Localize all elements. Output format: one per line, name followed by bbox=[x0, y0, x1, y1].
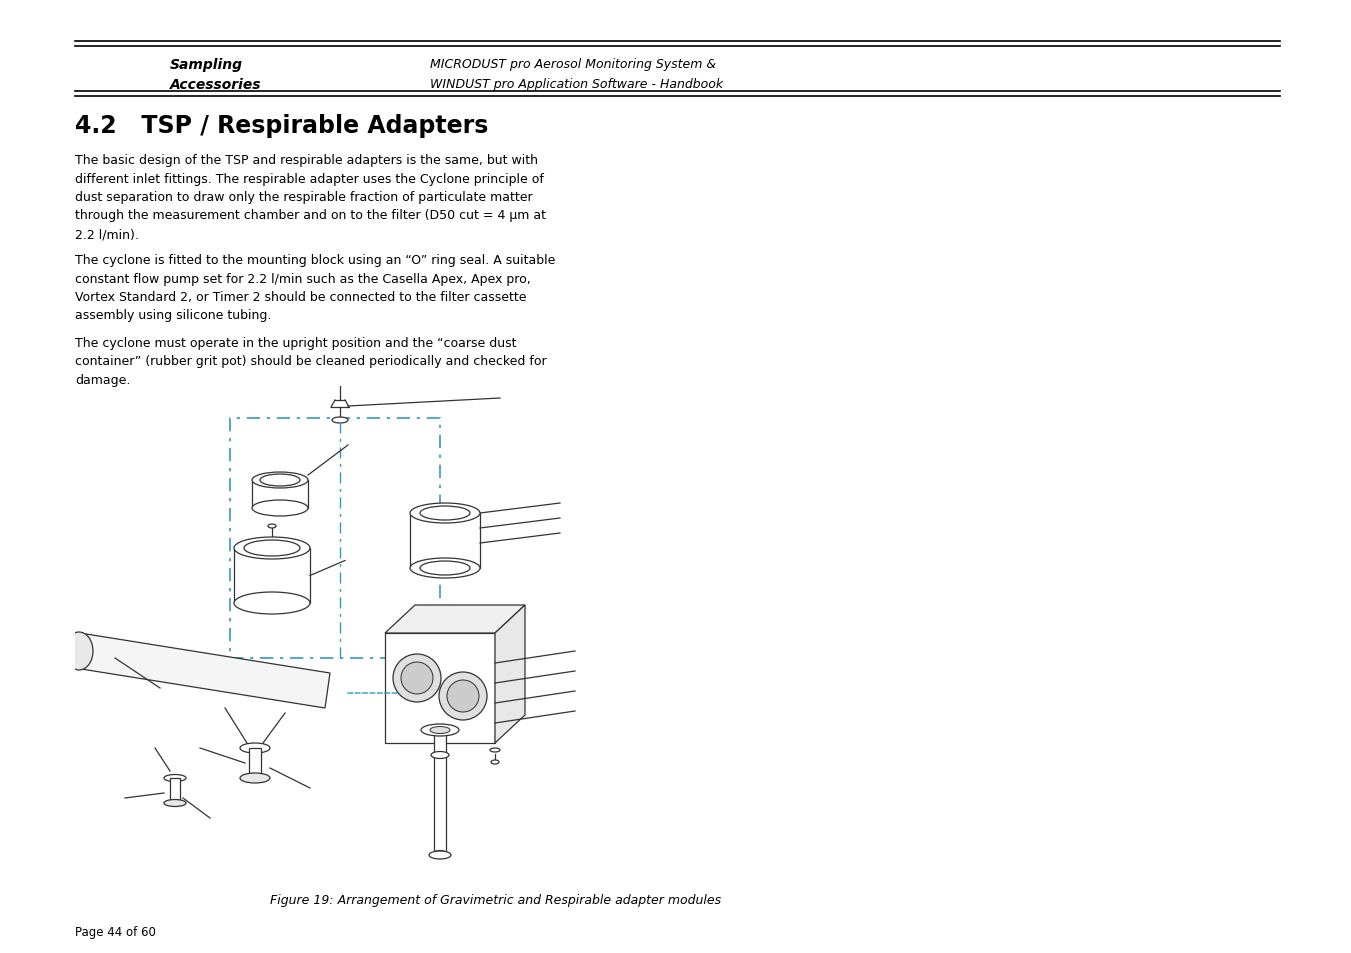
Bar bbox=[230, 418, 440, 659]
Polygon shape bbox=[385, 605, 526, 634]
Bar bbox=[434, 733, 446, 853]
Ellipse shape bbox=[401, 662, 434, 695]
Ellipse shape bbox=[431, 752, 449, 759]
Ellipse shape bbox=[409, 503, 480, 523]
Ellipse shape bbox=[163, 775, 186, 781]
Text: MICRODUST pro Aerosol Monitoring System &: MICRODUST pro Aerosol Monitoring System … bbox=[430, 58, 716, 71]
Ellipse shape bbox=[240, 743, 270, 753]
Ellipse shape bbox=[430, 851, 451, 859]
Ellipse shape bbox=[253, 473, 308, 489]
Polygon shape bbox=[494, 605, 526, 743]
Text: WINDUST pro Application Software - Handbook: WINDUST pro Application Software - Handb… bbox=[430, 78, 723, 91]
Ellipse shape bbox=[163, 800, 186, 806]
Ellipse shape bbox=[490, 748, 500, 752]
Text: Figure 19: Arrangement of Gravimetric and Respirable adapter modules: Figure 19: Arrangement of Gravimetric an… bbox=[270, 893, 721, 906]
Ellipse shape bbox=[409, 558, 480, 578]
Ellipse shape bbox=[490, 760, 499, 764]
Text: Page 44 of 60: Page 44 of 60 bbox=[76, 925, 155, 938]
Ellipse shape bbox=[430, 727, 450, 734]
Ellipse shape bbox=[245, 540, 300, 557]
Ellipse shape bbox=[393, 655, 440, 702]
Ellipse shape bbox=[253, 500, 308, 517]
Ellipse shape bbox=[420, 506, 470, 520]
Text: 4.2   TSP / Respirable Adapters: 4.2 TSP / Respirable Adapters bbox=[76, 113, 488, 138]
Ellipse shape bbox=[434, 851, 446, 856]
Ellipse shape bbox=[439, 672, 486, 720]
Text: The cyclone is fitted to the mounting block using an “O” ring seal. A suitable
c: The cyclone is fitted to the mounting bl… bbox=[76, 253, 555, 322]
Ellipse shape bbox=[267, 524, 276, 529]
Bar bbox=[253, 480, 308, 509]
Text: The basic design of the TSP and respirable adapters is the same, but with
differ: The basic design of the TSP and respirab… bbox=[76, 153, 546, 241]
Bar bbox=[249, 748, 261, 779]
Text: Sampling: Sampling bbox=[170, 58, 243, 71]
Ellipse shape bbox=[332, 417, 349, 423]
Polygon shape bbox=[76, 634, 330, 708]
Ellipse shape bbox=[234, 537, 309, 559]
Text: The cyclone must operate in the upright position and the “coarse dust
container”: The cyclone must operate in the upright … bbox=[76, 336, 547, 387]
Ellipse shape bbox=[234, 593, 309, 615]
Text: Accessories: Accessories bbox=[170, 78, 262, 91]
Bar bbox=[234, 548, 309, 603]
Bar bbox=[385, 634, 494, 743]
Ellipse shape bbox=[447, 680, 480, 712]
Ellipse shape bbox=[434, 731, 446, 736]
Ellipse shape bbox=[420, 561, 470, 576]
Ellipse shape bbox=[240, 773, 270, 783]
Bar bbox=[409, 514, 480, 568]
Ellipse shape bbox=[259, 475, 300, 486]
Ellipse shape bbox=[65, 633, 93, 670]
Bar bbox=[170, 779, 180, 803]
Ellipse shape bbox=[422, 724, 459, 737]
